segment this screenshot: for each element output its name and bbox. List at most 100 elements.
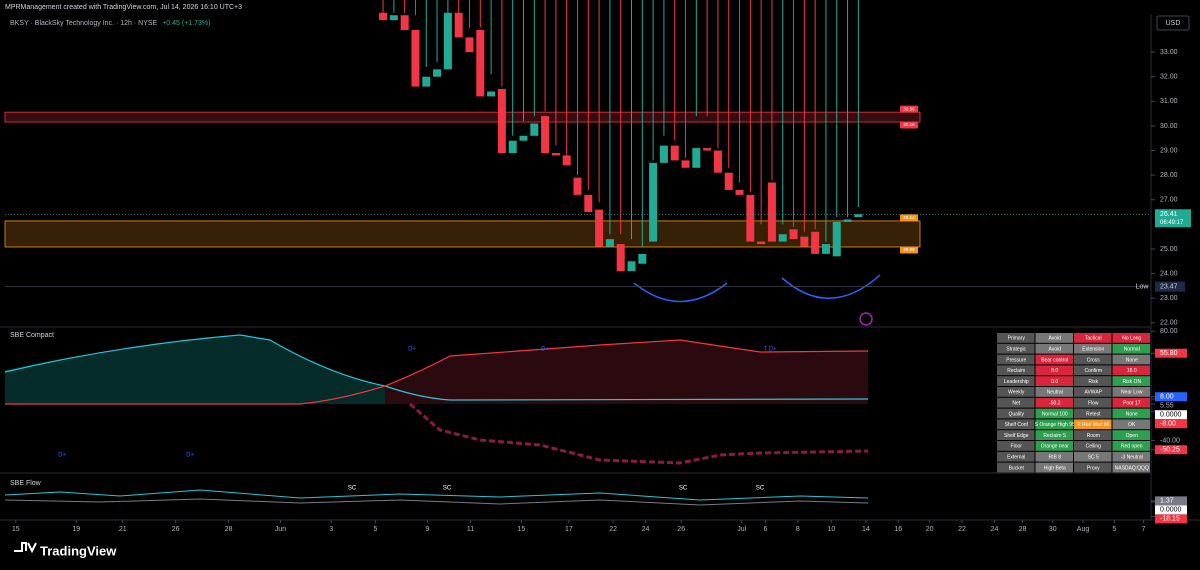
table-text: Avoid [1049, 336, 1062, 342]
table-cell [1112, 343, 1150, 354]
table-text: -50.3 [1049, 401, 1061, 407]
x-tick-label: 15 [517, 526, 525, 533]
y-tick-label: 28.00 [1160, 172, 1178, 179]
y-tick-label: 55.80 [1160, 350, 1178, 357]
table-cell [1112, 430, 1150, 440]
table-cell [1074, 451, 1112, 462]
y-tick-label: 29.00 [1160, 147, 1178, 154]
candle-body [778, 234, 787, 242]
table-text: Poor 17 [1123, 401, 1141, 407]
table-text: Avoid [1049, 347, 1062, 353]
table-text: Reclaim [1007, 368, 1025, 374]
table-text: RIB 8 [1048, 455, 1061, 461]
y-tick-label: 80.00 [1160, 328, 1178, 335]
table-text: Retest [1086, 411, 1101, 417]
currency-box[interactable] [1156, 15, 1190, 31]
candle-body [411, 29, 420, 87]
annotation: D+ [541, 347, 549, 353]
flow-line [4, 498, 869, 506]
x-tick-label: 24 [642, 526, 650, 533]
table-cell [1035, 354, 1073, 365]
annotation: SC [348, 486, 357, 492]
candle-body [800, 236, 809, 247]
annotation: D+ [186, 453, 194, 459]
table-cell [997, 365, 1035, 376]
y-tick-label: 22.00 [1160, 320, 1178, 327]
annotation: SC [443, 486, 452, 492]
table-text: R Red Med 66 [1077, 422, 1109, 428]
value-tag [1155, 445, 1187, 455]
x-tick-label: Jun [275, 526, 286, 533]
indicator-fill [385, 340, 868, 404]
table-text: Near Low [1121, 390, 1143, 396]
x-tick-label: 22 [609, 526, 617, 533]
x-tick-label: 28 [1019, 526, 1027, 533]
panel-title: SBE Compact [10, 332, 54, 339]
table-cell [997, 333, 1035, 343]
x-tick-label: 28 [225, 526, 233, 533]
y-tick-label: 5.55 [1160, 403, 1174, 410]
zone-tag [900, 214, 918, 222]
candle-body [757, 241, 766, 245]
table-text: Bear control [1041, 357, 1068, 363]
last-price-label: 26.41 [1160, 211, 1178, 218]
table-text: Ceiling [1086, 444, 1102, 450]
value-tag [1155, 419, 1187, 429]
candle-body [735, 189, 744, 195]
x-tick-label: 22 [958, 526, 966, 533]
annotation: D+ [408, 347, 416, 353]
table-cell [997, 441, 1035, 451]
table-cell [1074, 419, 1112, 430]
brand: TradingView [40, 543, 117, 558]
x-tick-label: 26 [677, 526, 685, 533]
candle-body [476, 29, 485, 97]
candle-body [821, 244, 830, 254]
x-tick-label: 10 [827, 526, 835, 533]
y-tick-label: 27.00 [1160, 197, 1178, 204]
table-text: Bucket [1009, 465, 1025, 471]
table-text: NASDAQ:QQQ [1115, 465, 1149, 471]
table-text: Quality [1008, 411, 1024, 417]
candle-body [541, 116, 550, 154]
table-cell [1074, 365, 1112, 376]
zone-tag [900, 246, 918, 254]
zone-tag [900, 121, 918, 129]
table-cell [1074, 376, 1112, 386]
candle-body [811, 231, 820, 254]
x-tick-label: 19 [72, 526, 80, 533]
table-cell [1112, 376, 1150, 386]
x-tick-label: Jul [737, 526, 746, 533]
candle-body [703, 148, 712, 151]
x-tick-label: 9 [425, 526, 429, 533]
table-cell [1112, 397, 1150, 408]
candle-body [605, 239, 614, 247]
x-tick-label: 3 [329, 526, 333, 533]
table-text: Risk ON [1122, 379, 1141, 385]
change: +0.45 (+1.73%) [162, 20, 210, 27]
annotation: T D+ [763, 347, 777, 353]
table-text: Tactical [1085, 336, 1102, 342]
table-cell [1074, 408, 1112, 419]
value-tag [1155, 514, 1187, 524]
table-text: 18.0 [1127, 368, 1137, 374]
zone-label: 30.16 [903, 122, 915, 127]
annotation: SC [756, 486, 765, 492]
x-tick-label: 21 [119, 526, 127, 533]
table-cell [997, 387, 1035, 397]
table-cell [997, 376, 1035, 386]
table-text: Confirm [1084, 368, 1102, 374]
candle-body [692, 148, 701, 168]
table-cell [1035, 419, 1073, 430]
candle-body [616, 244, 625, 272]
table-text: Orange near [1041, 444, 1069, 450]
table-text: Flow [1088, 401, 1099, 407]
indicator-steps [409, 402, 869, 465]
x-tick-label: 24 [991, 526, 999, 533]
table-text: Normal 100 [1042, 411, 1068, 417]
annotation: D+ [58, 453, 66, 459]
candle-body [854, 214, 863, 217]
table-text: Normal [1124, 347, 1140, 353]
event-icon[interactable] [859, 312, 873, 326]
currency[interactable]: USD [1166, 20, 1181, 27]
indicator-line [4, 334, 869, 401]
